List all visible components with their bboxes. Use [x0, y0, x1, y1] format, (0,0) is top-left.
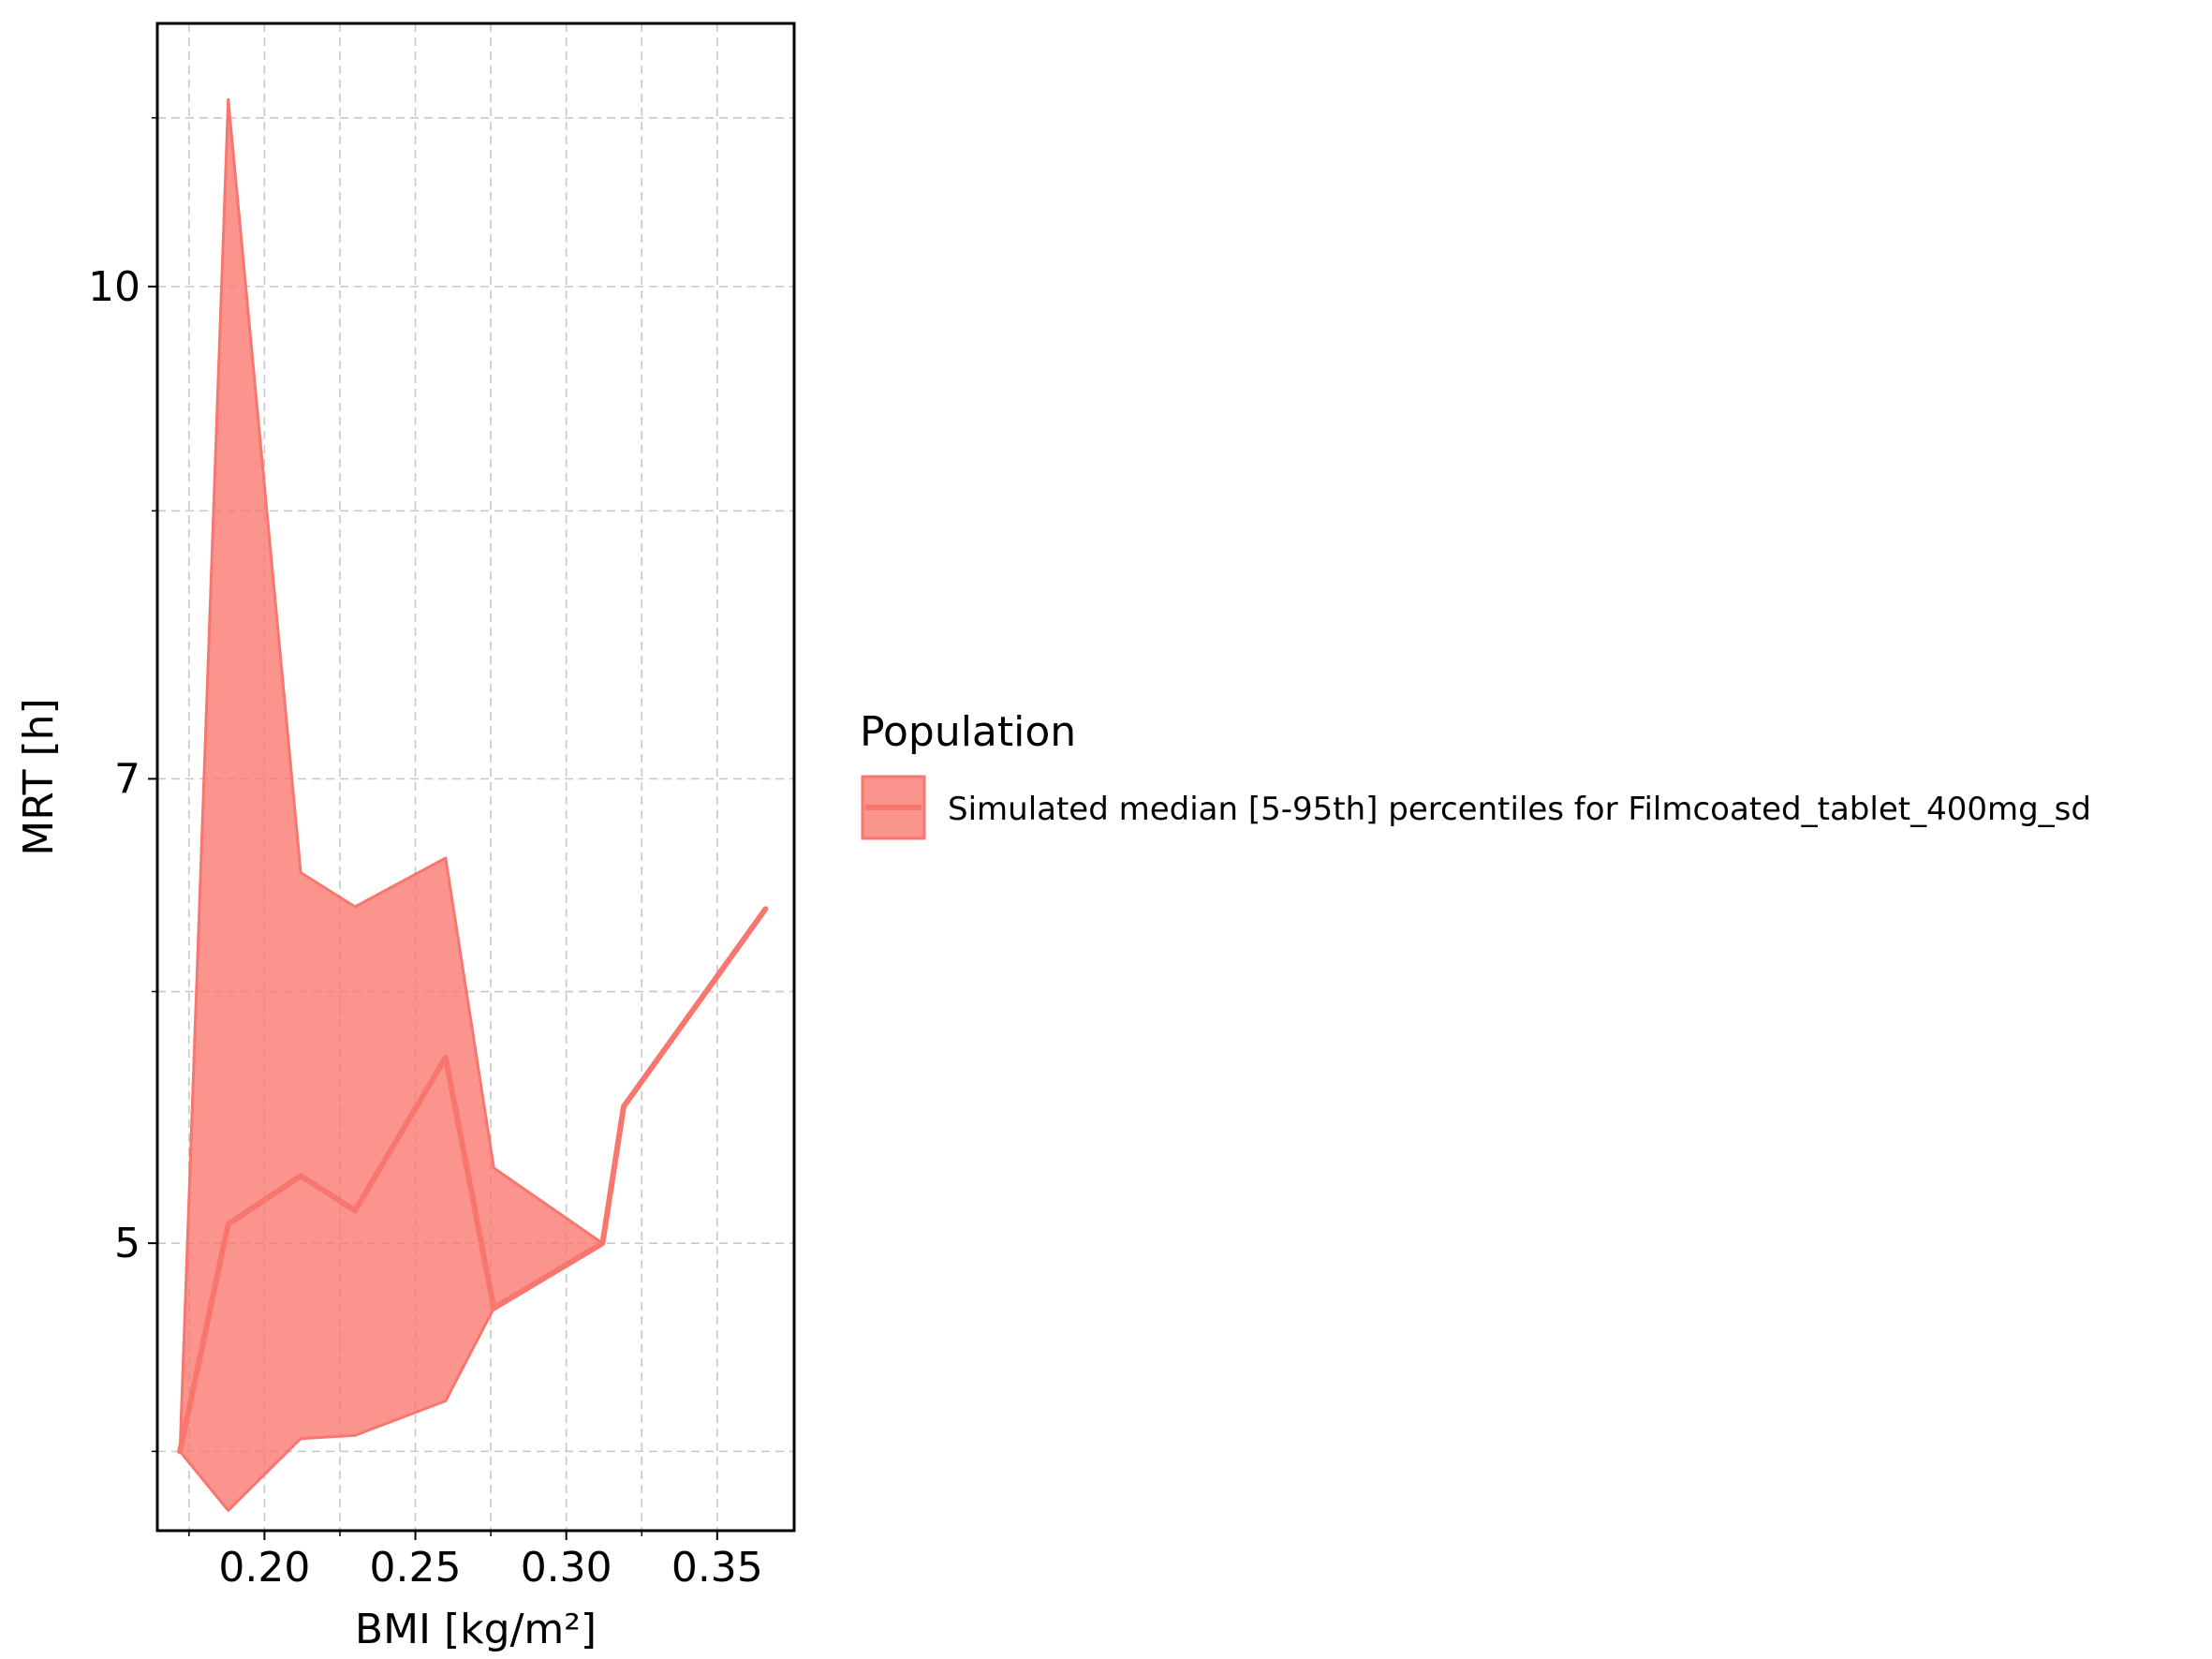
- data-layer: [177, 97, 769, 1512]
- x-tick-label: 0.25: [370, 1544, 462, 1592]
- y-axis-title: MRT [h]: [15, 698, 63, 855]
- legend: Population Simulated median [5-95th] per…: [860, 708, 2091, 840]
- axes: 0.20 0.25 0.30 0.35 5 7 10: [88, 117, 763, 1592]
- y-tick-label: 7: [114, 755, 140, 803]
- median-line: [177, 906, 769, 1455]
- plot-frame: [155, 22, 796, 1533]
- x-axis-title: BMI [kg/m²]: [355, 1606, 597, 1653]
- y-tick-label: 10: [88, 263, 140, 311]
- legend-title: Population: [860, 708, 1076, 756]
- x-tick-label: 0.35: [671, 1544, 763, 1592]
- y-tick-label: 5: [114, 1220, 140, 1267]
- x-tick-label: 0.20: [218, 1544, 310, 1592]
- x-tick-label: 0.30: [521, 1544, 612, 1592]
- legend-label: Simulated median [5-95th] percentiles fo…: [948, 791, 2091, 828]
